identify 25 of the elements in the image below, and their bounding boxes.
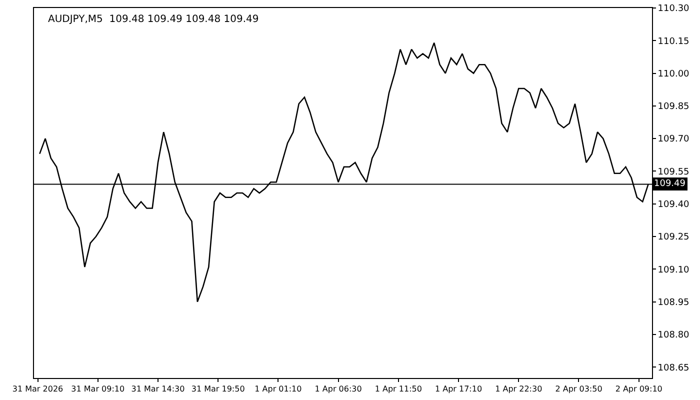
x-tick-label: 31 Mar 2026 xyxy=(12,384,64,394)
y-tick-label: 108.65 xyxy=(658,363,690,374)
y-tick-label: 110.00 xyxy=(658,69,690,80)
x-tick-label: 1 Apr 11:50 xyxy=(374,384,422,394)
y-tick-label: 110.15 xyxy=(658,36,690,47)
y-tick-label: 108.80 xyxy=(658,330,690,341)
x-tick-label: 1 Apr 06:30 xyxy=(314,384,362,394)
x-tick-label: 1 Apr 01:10 xyxy=(254,384,302,394)
y-tick-label: 110.30 xyxy=(658,4,690,14)
y-tick-label: 109.40 xyxy=(658,200,690,210)
y-tick-label: 109.85 xyxy=(658,102,690,112)
ref-line-label: 109.49 xyxy=(654,179,686,189)
y-tick-label: 109.25 xyxy=(658,232,690,243)
y-tick-label: 109.10 xyxy=(658,265,690,276)
x-tick-label: 2 Apr 03:50 xyxy=(555,384,602,394)
x-tick-label: 1 Apr 17:10 xyxy=(434,384,482,394)
y-tick-label: 109.70 xyxy=(658,134,690,145)
x-tick-label: 31 Mar 09:10 xyxy=(71,384,125,394)
x-tick-label: 31 Mar 19:50 xyxy=(191,384,245,394)
y-tick-label: 109.55 xyxy=(658,167,690,178)
y-tick-label: 108.95 xyxy=(658,298,690,308)
text: AUDJPY,M5 109.48 109.49 109.48 109.49 xyxy=(48,14,259,25)
x-tick-label: 31 Mar 14:30 xyxy=(131,384,185,394)
x-tick-label: 2 Apr 09:10 xyxy=(615,384,662,394)
x-tick-label: 1 Apr 22:30 xyxy=(495,384,542,394)
